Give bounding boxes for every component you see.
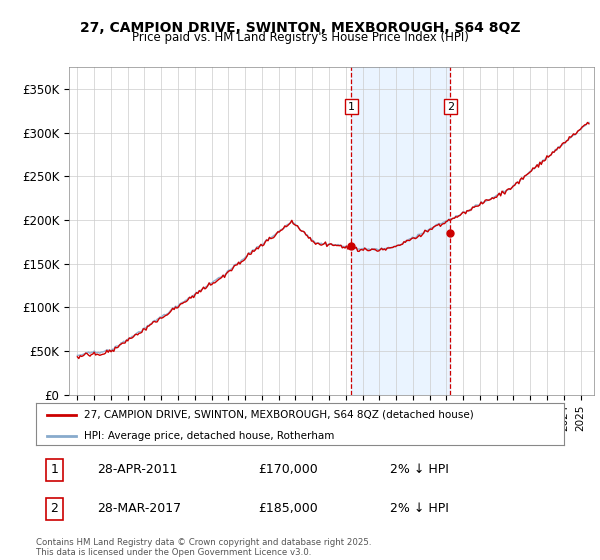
Text: 2% ↓ HPI: 2% ↓ HPI — [390, 463, 449, 476]
Text: 1: 1 — [50, 463, 58, 476]
Text: HPI: Average price, detached house, Rotherham: HPI: Average price, detached house, Roth… — [83, 431, 334, 441]
Text: 28-APR-2011: 28-APR-2011 — [97, 463, 177, 476]
Text: £185,000: £185,000 — [258, 502, 317, 515]
Text: 27, CAMPION DRIVE, SWINTON, MEXBOROUGH, S64 8QZ (detached house): 27, CAMPION DRIVE, SWINTON, MEXBOROUGH, … — [83, 410, 473, 420]
Text: 2: 2 — [50, 502, 58, 515]
Text: Contains HM Land Registry data © Crown copyright and database right 2025.
This d: Contains HM Land Registry data © Crown c… — [36, 538, 371, 557]
Text: 1: 1 — [348, 101, 355, 111]
Text: 27, CAMPION DRIVE, SWINTON, MEXBOROUGH, S64 8QZ: 27, CAMPION DRIVE, SWINTON, MEXBOROUGH, … — [80, 21, 520, 35]
Text: Price paid vs. HM Land Registry's House Price Index (HPI): Price paid vs. HM Land Registry's House … — [131, 31, 469, 44]
Text: £170,000: £170,000 — [258, 463, 317, 476]
Text: 2: 2 — [447, 101, 454, 111]
Bar — [351, 67, 451, 395]
Text: 28-MAR-2017: 28-MAR-2017 — [97, 502, 181, 515]
Text: 2% ↓ HPI: 2% ↓ HPI — [390, 502, 449, 515]
